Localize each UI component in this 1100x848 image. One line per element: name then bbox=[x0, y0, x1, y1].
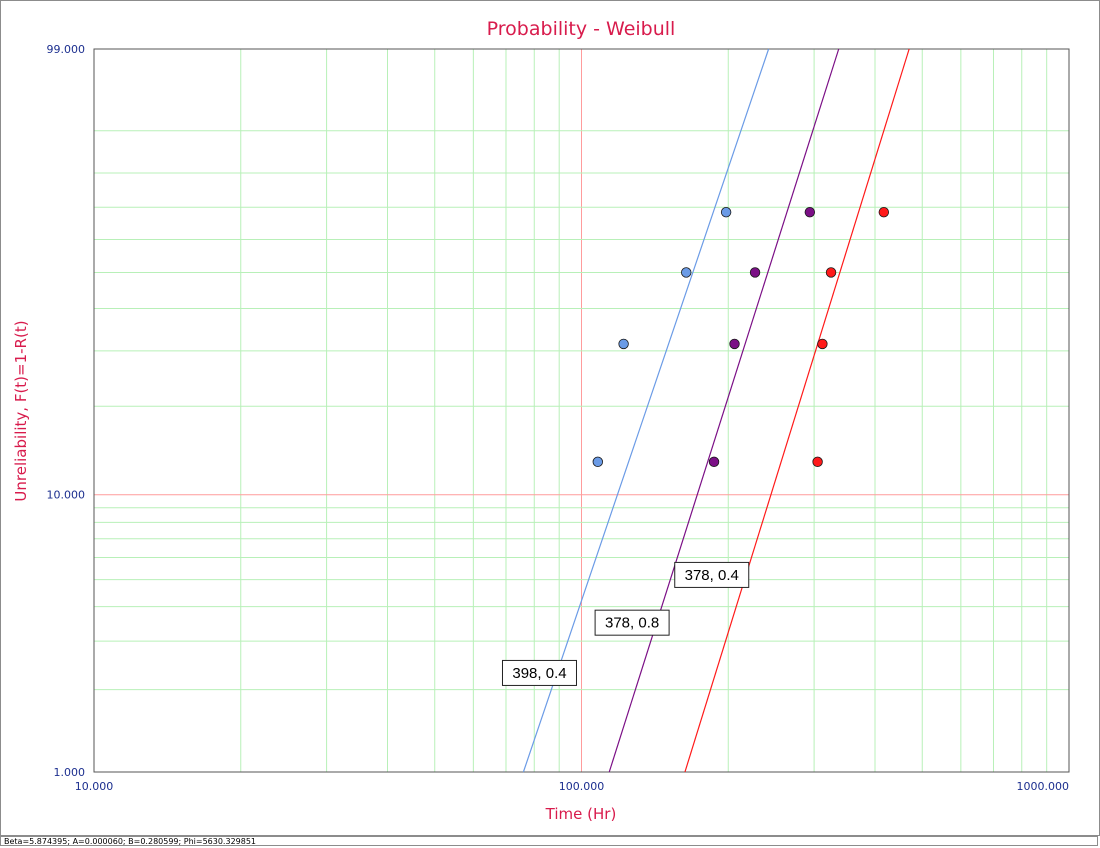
y-tick-label: 10.000 bbox=[47, 489, 86, 502]
status-bar: Beta=5.874395; A=0.000060; B=0.280599; P… bbox=[0, 836, 1098, 846]
point-label-text: 378, 0.4 bbox=[685, 567, 739, 584]
data-point[interactable] bbox=[618, 338, 629, 350]
data-point[interactable] bbox=[817, 338, 828, 350]
chart-title: Probability - Weibull bbox=[487, 18, 676, 40]
data-point[interactable] bbox=[681, 267, 692, 278]
x-tick-label: 10.000 bbox=[75, 780, 114, 793]
point-label-box bbox=[594, 609, 670, 636]
y-tick-label: 1.000 bbox=[54, 766, 86, 779]
point-label[interactable]: 398, 0.4 bbox=[501, 659, 577, 686]
point-label-text: 378, 0.8 bbox=[605, 615, 659, 632]
point-label[interactable]: 378, 0.4 bbox=[674, 561, 750, 588]
plot-area-border bbox=[93, 48, 1070, 773]
data-point[interactable] bbox=[729, 338, 740, 350]
data-point[interactable] bbox=[592, 456, 603, 468]
x-tick-label: 100.000 bbox=[559, 780, 605, 793]
fit-line bbox=[684, 48, 910, 773]
y-axis-title: Unreliability, F(t)=1-R(t) bbox=[12, 320, 30, 501]
point-label-box bbox=[674, 561, 750, 588]
data-point[interactable] bbox=[749, 267, 761, 278]
point-label-text: 398, 0.4 bbox=[512, 665, 566, 682]
data-point[interactable] bbox=[878, 206, 890, 218]
data-point[interactable] bbox=[825, 267, 837, 278]
data-point[interactable] bbox=[804, 206, 816, 218]
point-label-box bbox=[501, 659, 577, 686]
data-point[interactable] bbox=[812, 456, 823, 468]
fit-line bbox=[522, 48, 770, 773]
data-points bbox=[592, 206, 890, 468]
fit-lines bbox=[522, 48, 910, 773]
fit-line bbox=[608, 48, 840, 773]
status-text: Beta=5.874395; A=0.000060; B=0.280599; P… bbox=[4, 837, 257, 846]
data-point[interactable] bbox=[708, 456, 720, 468]
y-tick-label: 99.000 bbox=[47, 43, 86, 56]
point-label[interactable]: 378, 0.8 bbox=[594, 609, 670, 636]
x-axis-title: Time (Hr) bbox=[545, 805, 617, 823]
grid bbox=[94, 49, 1069, 772]
data-point[interactable] bbox=[720, 206, 732, 218]
point-labels: 398, 0.4 378, 0.8 378, 0.4 bbox=[501, 561, 750, 686]
x-tick-label: 1000.000 bbox=[1017, 780, 1070, 793]
